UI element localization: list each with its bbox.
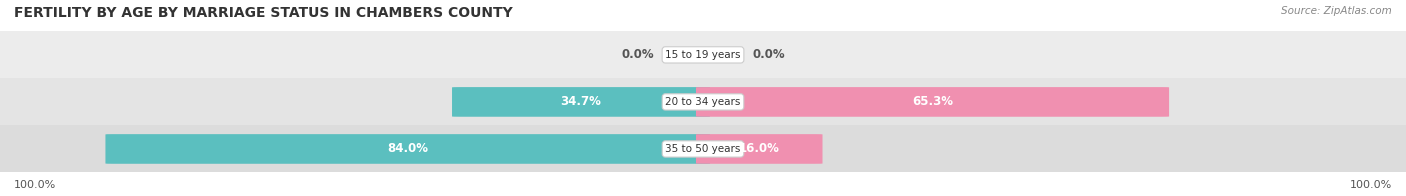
Text: 34.7%: 34.7% bbox=[561, 95, 602, 108]
Text: FERTILITY BY AGE BY MARRIAGE STATUS IN CHAMBERS COUNTY: FERTILITY BY AGE BY MARRIAGE STATUS IN C… bbox=[14, 6, 513, 20]
Bar bbox=[0, 125, 1406, 172]
Text: 0.0%: 0.0% bbox=[752, 48, 785, 61]
FancyBboxPatch shape bbox=[453, 87, 710, 117]
Text: 16.0%: 16.0% bbox=[738, 142, 780, 155]
FancyBboxPatch shape bbox=[696, 87, 1170, 117]
Text: 15 to 19 years: 15 to 19 years bbox=[665, 50, 741, 60]
Text: 20 to 34 years: 20 to 34 years bbox=[665, 97, 741, 107]
FancyBboxPatch shape bbox=[105, 134, 710, 164]
Bar bbox=[0, 78, 1406, 125]
Text: Source: ZipAtlas.com: Source: ZipAtlas.com bbox=[1281, 6, 1392, 16]
Text: 0.0%: 0.0% bbox=[621, 48, 654, 61]
Text: 65.3%: 65.3% bbox=[912, 95, 953, 108]
Text: 100.0%: 100.0% bbox=[14, 180, 56, 190]
Text: 84.0%: 84.0% bbox=[387, 142, 429, 155]
Bar bbox=[0, 31, 1406, 78]
Text: 35 to 50 years: 35 to 50 years bbox=[665, 144, 741, 154]
FancyBboxPatch shape bbox=[696, 134, 823, 164]
Text: 100.0%: 100.0% bbox=[1350, 180, 1392, 190]
